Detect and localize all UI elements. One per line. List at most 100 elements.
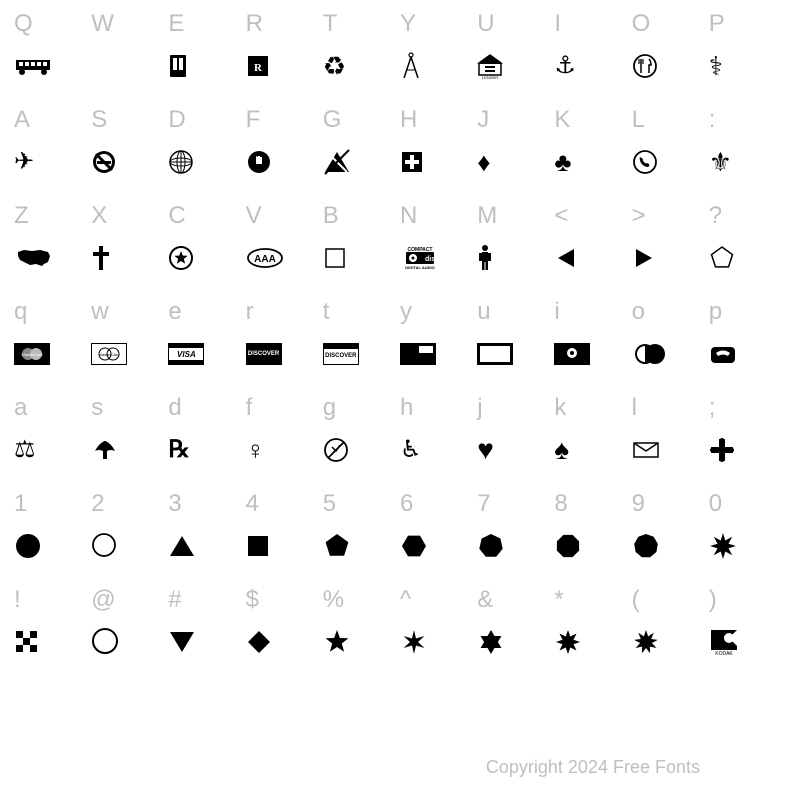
svg-text:disc: disc bbox=[425, 256, 439, 263]
key-letter: 9 bbox=[632, 488, 645, 530]
star-6-thin-icon bbox=[400, 626, 428, 658]
key-letter: 0 bbox=[709, 488, 722, 530]
anchor-icon: ⚓︎ bbox=[554, 50, 576, 82]
key-letter: w bbox=[91, 296, 108, 338]
glyph-cell: i bbox=[554, 296, 631, 392]
glyph-cell: 0 bbox=[709, 488, 786, 584]
key-letter: D bbox=[168, 104, 185, 146]
dining-icon bbox=[632, 50, 658, 82]
pentagon-outline-icon bbox=[709, 242, 735, 274]
key-letter: u bbox=[477, 296, 490, 338]
glyph-cell: d℞ bbox=[168, 392, 245, 488]
glyph-cell: B bbox=[323, 200, 400, 296]
aaa-logo-icon: AAA bbox=[246, 242, 284, 274]
fleur-de-lis-icon: ⚜︎ bbox=[709, 146, 732, 178]
glyph-cell: h♿︎ bbox=[400, 392, 477, 488]
key-letter: F bbox=[246, 104, 261, 146]
glyph-cell: * bbox=[554, 584, 631, 680]
key-letter: f bbox=[246, 392, 253, 434]
key-letter: T bbox=[323, 8, 338, 50]
key-letter: $ bbox=[246, 584, 259, 626]
key-letter: q bbox=[14, 296, 27, 338]
star-5-icon bbox=[323, 626, 351, 658]
key-letter: e bbox=[168, 296, 181, 338]
glyph-cell: 7 bbox=[477, 488, 554, 584]
stop-hand-icon bbox=[246, 146, 272, 178]
key-letter: l bbox=[632, 392, 637, 434]
diners-dark-icon bbox=[554, 338, 590, 370]
key-letter: : bbox=[709, 104, 716, 146]
key-letter: 3 bbox=[168, 488, 181, 530]
key-letter: S bbox=[91, 104, 107, 146]
equal-housing-icon: LENDER bbox=[477, 50, 503, 82]
glyph-cell: E bbox=[168, 8, 245, 104]
glyph-cell: RR bbox=[246, 8, 323, 104]
key-letter: H bbox=[400, 104, 417, 146]
glyph-cell: 1 bbox=[14, 488, 91, 584]
key-letter: Z bbox=[14, 200, 29, 242]
key-letter: ! bbox=[14, 584, 21, 626]
glyph-cell: G bbox=[323, 104, 400, 200]
no-smoking-icon bbox=[91, 146, 117, 178]
key-letter: 8 bbox=[554, 488, 567, 530]
key-letter: ? bbox=[709, 200, 722, 242]
usa-map-icon bbox=[14, 242, 54, 274]
envelope-icon bbox=[632, 434, 660, 466]
svg-text:R: R bbox=[254, 62, 263, 74]
glyph-cell: 9 bbox=[632, 488, 709, 584]
rx-icon: ℞ bbox=[168, 434, 190, 466]
nonagon-filled-icon bbox=[632, 530, 660, 562]
compact-disc-icon: COMPACTdiscDIGITAL AUDIO bbox=[400, 242, 440, 274]
key-letter: a bbox=[14, 392, 27, 434]
glyph-cell: j♥︎ bbox=[477, 392, 554, 488]
glyph-cell: a⚖︎ bbox=[14, 392, 91, 488]
triangle-left-icon bbox=[554, 242, 578, 274]
glyph-cell: 8 bbox=[554, 488, 631, 584]
key-letter: G bbox=[323, 104, 342, 146]
glyph-cell: 4 bbox=[246, 488, 323, 584]
star-burst-icon bbox=[709, 530, 737, 562]
checkerboard-icon bbox=[14, 626, 40, 658]
caduceus-icon: ⚕︎ bbox=[709, 50, 723, 82]
copyright-text: Copyright 2024 Free Fonts bbox=[486, 757, 700, 778]
discover-dark-icon: DISCOVER bbox=[246, 338, 282, 370]
glyph-cell: eVISA bbox=[168, 296, 245, 392]
glyph-cell: ^ bbox=[400, 584, 477, 680]
glyph-cell: k♠︎ bbox=[554, 392, 631, 488]
cross-icon bbox=[91, 242, 111, 274]
diners-light-icon bbox=[632, 338, 668, 370]
wheelchair-icon: ♿︎ bbox=[400, 434, 422, 466]
key-letter: U bbox=[477, 8, 494, 50]
discover-light-icon: DISCOVER bbox=[323, 338, 359, 370]
heptagon-filled-icon bbox=[477, 530, 505, 562]
key-letter: < bbox=[554, 200, 568, 242]
glyph-cell: L bbox=[632, 104, 709, 200]
glyph-cell: M bbox=[477, 200, 554, 296]
diamond-filled-icon bbox=[246, 626, 272, 658]
eagle-icon bbox=[91, 434, 119, 466]
cross-plus-icon bbox=[709, 434, 735, 466]
glyph-cell: NCOMPACTdiscDIGITAL AUDIO bbox=[400, 200, 477, 296]
key-letter: K bbox=[554, 104, 570, 146]
key-letter: R bbox=[246, 8, 263, 50]
key-letter: y bbox=[400, 296, 412, 338]
key-letter: J bbox=[477, 104, 489, 146]
female-symbol-icon: ♀︎ bbox=[246, 434, 266, 466]
mastercard-dark-icon: MasterCard bbox=[14, 338, 50, 370]
key-letter: ) bbox=[709, 584, 717, 626]
key-letter: 4 bbox=[246, 488, 259, 530]
key-letter: E bbox=[168, 8, 184, 50]
glyph-cell: )KODAK bbox=[709, 584, 786, 680]
key-letter: h bbox=[400, 392, 413, 434]
key-letter: N bbox=[400, 200, 417, 242]
octagon-filled-icon bbox=[554, 530, 582, 562]
glyph-cell: < bbox=[554, 200, 631, 296]
key-letter: p bbox=[709, 296, 722, 338]
key-letter: M bbox=[477, 200, 497, 242]
glyph-cell: A✈︎ bbox=[14, 104, 91, 200]
star-8-icon bbox=[554, 626, 582, 658]
svg-text:LENDER: LENDER bbox=[482, 75, 498, 79]
realtor-icon: R bbox=[246, 50, 270, 82]
amex-light-icon bbox=[477, 338, 513, 370]
bus-icon bbox=[14, 50, 54, 82]
